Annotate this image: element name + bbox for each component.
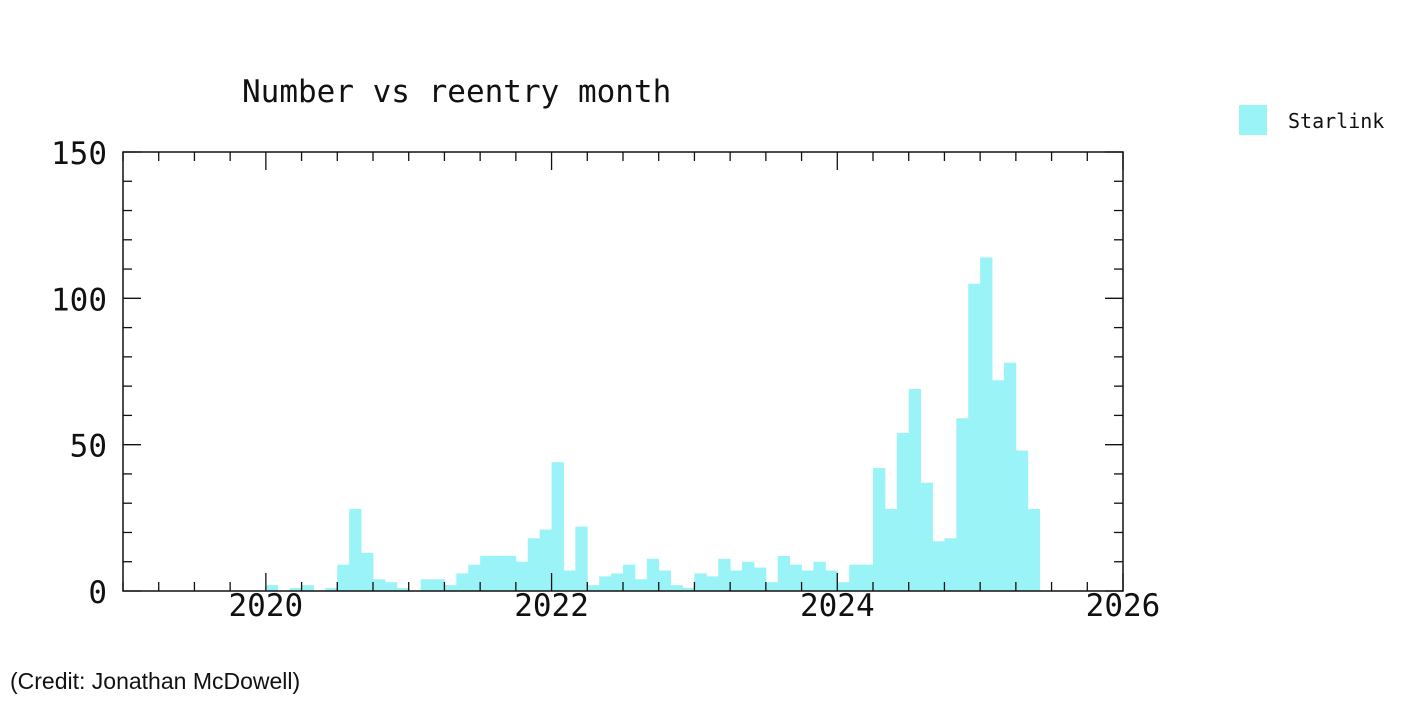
bar-2020-10 [373, 579, 386, 591]
x-tick-label: 2022 [514, 588, 589, 624]
bar-2020-09 [361, 552, 374, 591]
bar-2020-06 [325, 588, 338, 591]
bar-2024-02 [849, 564, 862, 591]
bar-2023-03 [718, 558, 731, 591]
bar-2022-02 [563, 570, 576, 591]
bars-group [265, 257, 1041, 591]
bar-2025-04 [1015, 450, 1029, 591]
bar-2021-08 [492, 555, 505, 591]
bar-2023-11 [813, 561, 826, 591]
bar-2020-11 [384, 582, 398, 591]
bar-2022-10 [658, 570, 672, 591]
bar-2022-05 [599, 576, 612, 591]
bar-2020-08 [349, 509, 362, 591]
bar-2024-07 [908, 389, 922, 591]
bar-2020-04 [301, 585, 314, 591]
y-tick-label: 100 [51, 282, 107, 318]
bar-2024-08 [920, 482, 933, 591]
bar-2021-10 [515, 561, 529, 591]
bar-2021-11 [527, 538, 541, 591]
y-tick-label: 0 [88, 575, 107, 611]
bar-2024-09 [932, 541, 945, 591]
chart: Number vs reentry month 0 50 100 150 2020 202… [51, 74, 1384, 624]
bar-2020-07 [337, 564, 350, 591]
bar-2023-10 [801, 570, 814, 591]
bar-2020-12 [396, 588, 410, 591]
bar-2023-07 [765, 582, 779, 591]
bar-2021-02 [420, 579, 433, 591]
bar-2021-03 [432, 579, 445, 591]
bar-2023-05 [742, 561, 755, 591]
bar-2021-09 [503, 555, 517, 591]
bar-2025-02 [992, 380, 1005, 591]
bar-2022-07 [623, 564, 636, 591]
bar-2023-09 [789, 564, 802, 591]
bar-2025-03 [1003, 362, 1017, 591]
bar-2023-01 [694, 573, 707, 591]
x-tick-label: 2026 [1086, 588, 1161, 624]
bar-2023-02 [706, 576, 719, 591]
bar-2023-12 [825, 570, 838, 591]
bar-2021-06 [468, 564, 481, 591]
bar-2024-04 [873, 468, 886, 591]
bar-2021-04 [444, 585, 457, 591]
bar-2024-01 [837, 582, 850, 591]
bar-2024-10 [944, 538, 957, 591]
bar-2024-03 [861, 564, 874, 591]
credit-caption: (Credit: Jonathan McDowell) [10, 668, 301, 694]
bar-2022-09 [646, 558, 660, 591]
y-tick-label: 50 [70, 429, 107, 465]
bar-2023-08 [777, 555, 791, 591]
bar-2022-03 [575, 526, 588, 591]
bar-2023-04 [730, 570, 743, 591]
x-tick-label: 2020 [229, 588, 304, 624]
bar-2022-11 [670, 585, 683, 591]
bar-2024-05 [884, 509, 898, 591]
bar-2022-12 [682, 588, 695, 591]
legend: Starlink [1239, 105, 1384, 135]
legend-label-starlink: Starlink [1288, 109, 1384, 133]
bar-2022-01 [551, 462, 564, 591]
bar-2021-07 [480, 555, 493, 591]
x-tick-label: 2024 [800, 588, 875, 624]
y-tick-label: 150 [51, 136, 107, 172]
bar-2024-06 [896, 432, 910, 591]
bar-2020-01 [265, 585, 279, 591]
bar-2020-03 [289, 588, 302, 591]
bar-2022-04 [587, 585, 600, 591]
bar-2022-06 [611, 573, 624, 591]
bar-2025-05 [1027, 509, 1041, 591]
axes-group: 0 50 100 150 2020 2022 2024 2026 [51, 136, 1160, 624]
chart-title: Number vs reentry month [242, 74, 671, 110]
legend-swatch-starlink [1239, 105, 1267, 135]
bar-2021-12 [539, 529, 552, 591]
bar-2023-06 [753, 567, 767, 591]
bar-2022-08 [634, 579, 648, 591]
bar-2024-11 [956, 418, 969, 591]
bar-2024-12 [968, 283, 981, 591]
bar-2021-05 [456, 573, 469, 591]
bar-2025-01 [980, 257, 993, 591]
